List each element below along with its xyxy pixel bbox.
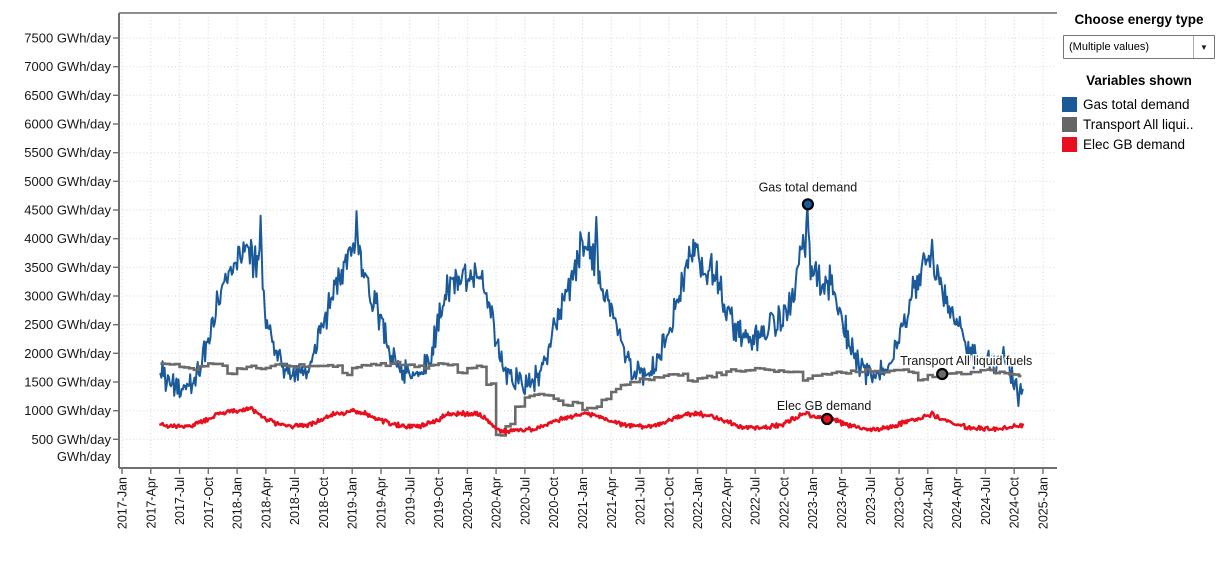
right-panel: Choose energy type (Multiple values) ▼ V… xyxy=(1062,8,1216,154)
x-tick-label: 2019-Jul xyxy=(403,477,417,525)
annotation-label: Elec GB demand xyxy=(777,399,872,413)
annotation-dot[interactable] xyxy=(801,198,815,211)
x-tick-label: 2020-Apr xyxy=(490,477,504,528)
x-tick-label: 2017-Jul xyxy=(173,477,187,525)
x-tick-label: 2018-Apr xyxy=(259,477,273,528)
x-tick-label: 2024-Oct xyxy=(1008,476,1022,528)
legend-swatch-icon xyxy=(1062,96,1077,112)
y-tick-label: 6000 GWh/day xyxy=(24,117,111,132)
energy-type-filter-title: Choose energy type xyxy=(1074,12,1204,27)
y-tick-label: 5500 GWh/day xyxy=(24,145,111,160)
legend-item-gas-total-demand[interactable]: Gas total demand xyxy=(1062,94,1216,114)
x-tick-label: 2020-Jan xyxy=(461,477,475,529)
chevron-down-icon[interactable]: ▼ xyxy=(1193,36,1214,58)
x-tick-label: 2023-Oct xyxy=(893,476,907,528)
x-tick-label: 2023-Jan xyxy=(806,477,820,529)
x-tick-label: 2017-Apr xyxy=(144,477,158,528)
y-tick-label: 2000 GWh/day xyxy=(24,346,111,361)
y-tick-label: 500 GWh/day xyxy=(32,432,112,447)
legend-swatch-icon xyxy=(1062,136,1077,152)
x-tick-label: 2019-Jan xyxy=(346,477,360,529)
x-tick-label: 2021-Jul xyxy=(634,477,648,525)
legend-item-elec-gb-demand[interactable]: Elec GB demand xyxy=(1062,134,1216,154)
x-tick-label: 2018-Oct xyxy=(317,476,331,528)
legend: Gas total demand Transport All liqui.. Ele… xyxy=(1062,94,1216,154)
y-tick-label: 5000 GWh/day xyxy=(24,174,111,189)
annotation-label: Gas total demand xyxy=(759,180,858,194)
annotations: Gas total demand Transport All liquid fue… xyxy=(757,179,1034,426)
annotation-dot[interactable] xyxy=(936,367,949,381)
y-tick-label: 6500 GWh/day xyxy=(24,88,111,103)
y-tick-label: 2500 GWh/day xyxy=(24,317,111,332)
x-tick-label: 2024-Apr xyxy=(950,477,964,528)
plot-frame xyxy=(118,12,1057,469)
series-line-2[interactable] xyxy=(159,405,1024,435)
x-tick-label: 2021-Oct xyxy=(662,476,676,528)
demand-chart-canvas[interactable]: 7500 GWh/day 7000 GWh/day 6500 GWh/day 6000… xyxy=(0,0,1060,566)
x-tick-label: 2025-Jan xyxy=(1037,477,1051,529)
y-axis: 7500 GWh/day 7000 GWh/day 6500 GWh/day 6000… xyxy=(24,31,119,464)
x-tick-label: 2024-Jul xyxy=(979,477,993,525)
annotation-dot[interactable] xyxy=(820,412,834,426)
series-line-1[interactable] xyxy=(160,360,1022,437)
x-tick-label: 2022-Jan xyxy=(691,477,705,529)
series-line-0[interactable] xyxy=(159,203,1024,408)
x-tick-label: 2022-Apr xyxy=(720,477,734,528)
x-tick-label: 2023-Jul xyxy=(864,477,878,525)
x-tick-label: 2024-Jan xyxy=(921,477,935,529)
legend-title: Variables shown xyxy=(1086,73,1192,88)
legend-item-transport-all-liqui[interactable]: Transport All liqui.. xyxy=(1062,114,1216,134)
dropdown-selected-value: (Multiple values) xyxy=(1069,41,1150,53)
y-tick-label: 3000 GWh/day xyxy=(24,289,111,304)
x-tick-label: 2023-Apr xyxy=(835,477,849,528)
y-tick-label: 7000 GWh/day xyxy=(24,59,111,74)
x-tick-label: 2019-Oct xyxy=(432,476,446,528)
x-tick-label: 2018-Jul xyxy=(288,477,302,525)
x-tick-label: 2017-Jan xyxy=(116,477,130,529)
y-tick-label: 1500 GWh/day xyxy=(24,375,111,390)
y-tick-label: 7500 GWh/day xyxy=(24,31,111,46)
x-tick-label: 2022-Jul xyxy=(749,477,763,525)
legend-item-label: Gas total demand xyxy=(1083,96,1190,112)
y-tick-label: 3500 GWh/day xyxy=(24,260,111,275)
x-axis: 2017-Jan 2017-Apr 2017-Jul 2017-Oct 2018-Jan… xyxy=(116,468,1051,529)
legend-item-label: Elec GB demand xyxy=(1083,136,1186,152)
x-tick-label: 2019-Apr xyxy=(375,477,389,528)
legend-swatch-icon xyxy=(1062,116,1077,132)
demand-chart[interactable]: 7500 GWh/day 7000 GWh/day 6500 GWh/day 6000… xyxy=(0,0,1060,566)
x-tick-label: 2022-Oct xyxy=(777,476,791,528)
x-tick-label: 2020-Oct xyxy=(547,476,561,528)
x-tick-label: 2021-Jan xyxy=(576,477,590,529)
energy-type-dropdown[interactable]: (Multiple values) ▼ xyxy=(1063,35,1215,59)
legend-item-label: Transport All liqui.. xyxy=(1083,116,1194,132)
y-tick-label: 4000 GWh/day xyxy=(24,231,111,246)
y-tick-label: 4500 GWh/day xyxy=(24,203,111,218)
x-tick-label: 2018-Jan xyxy=(231,477,245,529)
x-tick-label: 2020-Jul xyxy=(518,477,532,525)
y-tick-label: GWh/day xyxy=(57,449,112,464)
x-tick-label: 2021-Apr xyxy=(605,477,619,528)
annotation-label: Transport All liquid fuels xyxy=(900,354,1032,368)
y-tick-label: 1000 GWh/day xyxy=(24,403,111,418)
x-tick-label: 2017-Oct xyxy=(202,476,216,528)
